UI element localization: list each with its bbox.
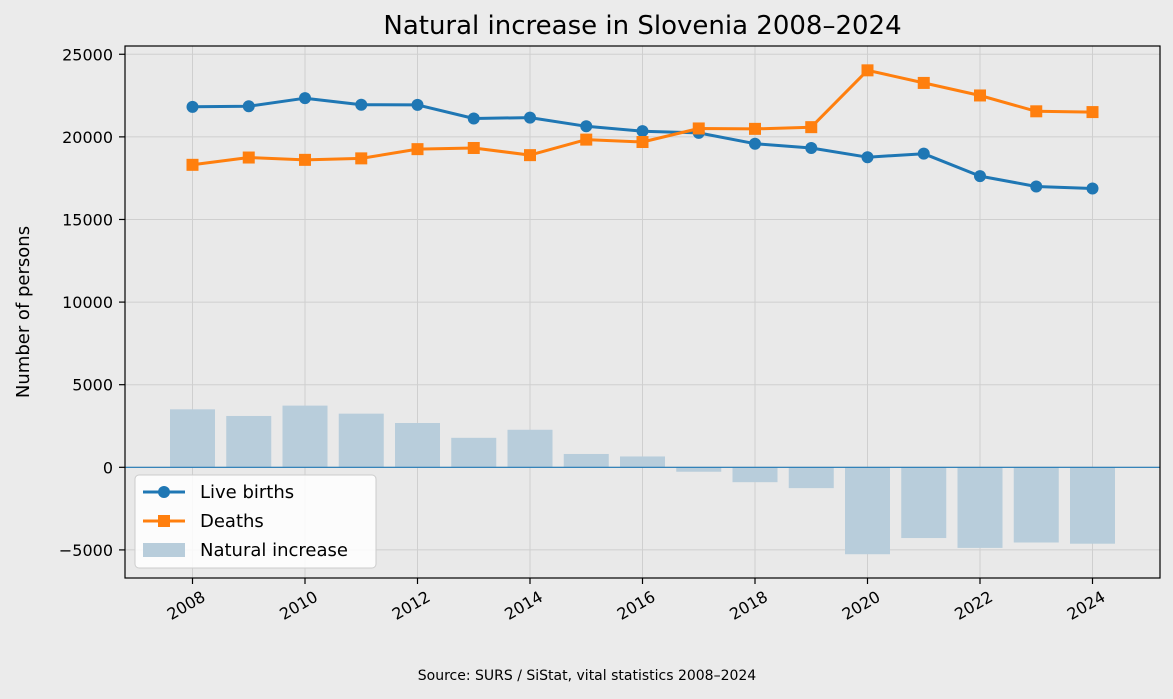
- point-deaths: [355, 152, 368, 165]
- bar-natural-increase: [563, 453, 609, 468]
- bar-natural-increase: [170, 409, 215, 468]
- point-live-births: [524, 111, 536, 124]
- point-live-births: [805, 141, 818, 154]
- point-deaths: [524, 149, 536, 162]
- bar-natural-increase: [845, 467, 890, 555]
- point-deaths: [1030, 105, 1043, 118]
- point-deaths: [974, 89, 986, 102]
- source-note: Source: SURS / SiStat, vital statistics …: [418, 668, 757, 684]
- bar-natural-increase: [1013, 467, 1059, 543]
- bar-natural-increase: [451, 437, 497, 468]
- legend-swatch-natural-increase: [143, 543, 185, 557]
- bar-natural-increase: [788, 467, 834, 489]
- bar-natural-increase: [226, 415, 272, 468]
- legend-label-live-births: Live births: [200, 482, 294, 503]
- point-deaths: [580, 133, 593, 146]
- y-tick-label: 25000: [62, 45, 113, 64]
- chart-title: Natural increase in Slovenia 2008–2024: [383, 11, 901, 41]
- point-live-births: [355, 98, 368, 111]
- point-live-births: [917, 147, 930, 160]
- bar-natural-increase: [901, 467, 947, 539]
- bar-natural-increase: [957, 467, 1003, 548]
- y-tick-label: 0: [103, 458, 113, 477]
- y-tick-label: 15000: [62, 210, 113, 229]
- point-deaths: [861, 64, 874, 77]
- y-tick-label: 5000: [72, 376, 113, 395]
- y-axis-title: Number of persons: [13, 226, 34, 398]
- legend-box: [134, 474, 377, 569]
- point-live-births: [242, 100, 255, 113]
- point-deaths: [636, 136, 649, 149]
- y-tick-label: −5000: [59, 541, 113, 560]
- point-deaths: [917, 76, 930, 89]
- legend-marker-live-births: [158, 486, 170, 498]
- point-deaths: [186, 158, 199, 171]
- point-live-births: [411, 98, 424, 111]
- bar-natural-increase: [732, 467, 778, 483]
- legend: Live births Deaths Natural increase: [134, 474, 377, 569]
- bar-natural-increase: [282, 405, 328, 468]
- point-live-births: [636, 125, 649, 138]
- point-deaths: [467, 141, 480, 154]
- bar-natural-increase: [1070, 467, 1115, 544]
- point-live-births: [974, 170, 986, 183]
- point-live-births: [467, 112, 480, 125]
- bar-natural-increase: [507, 429, 553, 468]
- point-deaths: [242, 151, 255, 164]
- y-tick-label: 10000: [62, 293, 113, 312]
- legend-marker-deaths: [158, 515, 170, 527]
- point-live-births: [299, 92, 311, 105]
- point-deaths: [411, 143, 424, 156]
- point-live-births: [861, 151, 874, 164]
- legend-label-deaths: Deaths: [200, 511, 264, 532]
- point-deaths: [749, 122, 761, 135]
- point-live-births: [1030, 180, 1043, 193]
- point-live-births: [1086, 182, 1099, 195]
- bar-natural-increase: [620, 456, 665, 468]
- bar-natural-increase: [395, 423, 440, 468]
- point-deaths: [1086, 106, 1099, 119]
- point-live-births: [580, 120, 593, 133]
- legend-label-natural-increase: Natural increase: [200, 540, 348, 561]
- bar-natural-increase: [338, 413, 384, 468]
- point-live-births: [186, 100, 199, 113]
- point-deaths: [299, 153, 311, 166]
- point-deaths: [805, 121, 818, 134]
- bar-natural-increase: [676, 467, 722, 472]
- point-deaths: [692, 122, 705, 135]
- point-live-births: [749, 137, 761, 150]
- y-tick-label: 20000: [62, 128, 113, 147]
